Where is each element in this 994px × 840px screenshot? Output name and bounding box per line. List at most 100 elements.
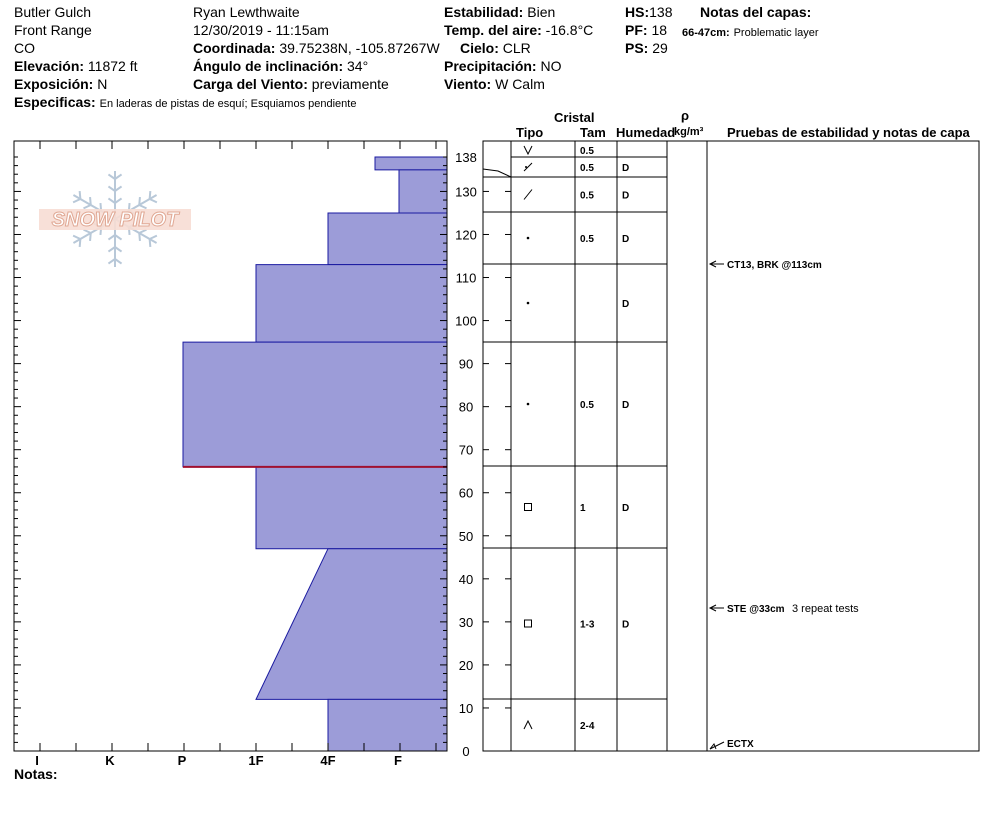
crystal-type-icon xyxy=(523,719,533,730)
stability-value: Bien xyxy=(527,4,556,20)
stability: Estabilidad: Bien xyxy=(444,4,555,20)
aspect: Exposición: N xyxy=(14,76,107,92)
ps: PS: 29 xyxy=(625,40,668,56)
stability-label: Estabilidad: xyxy=(444,4,524,20)
y-tick-label: 138 xyxy=(455,150,477,165)
elevation-label: Elevación: xyxy=(14,58,85,74)
elevation-value: 11872 ft xyxy=(87,58,138,74)
y-tick-label: 120 xyxy=(455,227,477,242)
pf: PF: 18 xyxy=(625,22,667,38)
wind: Viento: W Calm xyxy=(444,76,545,92)
ps-label: PS: xyxy=(625,40,649,56)
y-tick-label: 90 xyxy=(459,357,473,372)
coord-value: 39.75238N, -105.87267W xyxy=(279,40,440,56)
crystal-size-label: 0.5 xyxy=(580,191,594,202)
crystal-type-icon xyxy=(524,503,532,511)
slope-angle: Ángulo de inclinación: 34° xyxy=(193,58,368,74)
hardness-tick-label: 4F xyxy=(320,753,335,768)
y-tick-label: 110 xyxy=(456,271,477,286)
specifics-value: En laderas de pistas de esquí; Esquiamos… xyxy=(99,98,357,110)
hardness-layer xyxy=(255,466,448,550)
hardness-layer xyxy=(374,156,448,171)
pf-label: PF: xyxy=(625,22,648,38)
layer-note: 66-47cm: Problematic layer xyxy=(682,23,819,41)
crystal-type-icon xyxy=(523,162,533,172)
ps-value: 29 xyxy=(652,40,668,56)
moisture-label: D xyxy=(622,234,629,245)
stability-test-note: 3 repeat tests xyxy=(792,603,859,615)
moisture-label: D xyxy=(622,163,629,174)
y-tick-label: 80 xyxy=(459,400,473,415)
moisture-label: D xyxy=(622,400,629,411)
hardness-tick-label: P xyxy=(178,753,187,768)
snowpilot-logo: SNOW PILOT xyxy=(39,171,191,267)
slope-value: 34° xyxy=(347,58,369,74)
crystal-size-label: 1 xyxy=(580,503,586,514)
state: CO xyxy=(14,40,35,56)
sky: Cielo: CLR xyxy=(460,40,531,56)
layer-table-frame xyxy=(482,140,980,752)
y-tick-label: 40 xyxy=(459,572,473,587)
stability-test-marker: ECTX xyxy=(709,739,754,750)
hardness-tick-label: F xyxy=(394,753,402,768)
y-tick-label: 0 xyxy=(462,744,469,759)
crystal-type-icon xyxy=(523,189,533,200)
layer-note-depth: 66-47cm: xyxy=(682,27,730,39)
air-temp: Temp. del aire: -16.8°C xyxy=(444,22,593,38)
precip-label: Precipitación: xyxy=(444,58,537,74)
logo-text: SNOW PILOT xyxy=(52,209,180,231)
crystal-size-label: 0.5 xyxy=(580,163,594,174)
stability-test-label: ECTX xyxy=(727,739,754,750)
aspect-label: Exposición: xyxy=(14,76,94,92)
col-tests: Pruebas de estabilidad y notas de capa xyxy=(727,125,970,140)
hardness-layer xyxy=(398,169,448,214)
y-tick-label: 130 xyxy=(455,184,477,199)
notes-label: Notas: xyxy=(14,766,58,782)
sky-value: CLR xyxy=(502,40,531,56)
precipitation: Precipitación: NO xyxy=(444,58,561,74)
y-tick-label: 10 xyxy=(459,701,473,716)
wind-label: Viento: xyxy=(444,76,492,92)
sky-label: Cielo: xyxy=(460,40,499,56)
crystal-size-label: 2-4 xyxy=(580,721,595,732)
crystal-size-label: 0.5 xyxy=(580,400,594,411)
crystal-type-icon xyxy=(526,402,530,406)
stability-test-label: CT13, BRK @113cm xyxy=(727,260,822,271)
col-moisture: Humedad xyxy=(616,125,676,140)
layer-note-text: Problematic layer xyxy=(733,27,819,39)
hardness-layer xyxy=(255,264,448,343)
wind-load: Carga del Viento: previamente xyxy=(193,76,389,92)
crystal-size-label: 0.5 xyxy=(580,234,594,245)
hardness-tick-label: I xyxy=(35,753,39,768)
stability-test-label: STE @33cm xyxy=(727,604,785,615)
y-tick-label: 30 xyxy=(459,615,473,630)
y-tick-label: 100 xyxy=(455,314,477,329)
hardness-layer xyxy=(327,212,448,266)
elevation: Elevación: 11872 ft xyxy=(14,58,137,74)
pf-value: 18 xyxy=(651,22,668,38)
col-rho: ρ xyxy=(681,108,690,123)
layer-notes-label: Notas del capas: xyxy=(700,4,812,20)
specifics-label: Especificas: xyxy=(14,94,96,110)
y-tick-label: 70 xyxy=(459,443,473,458)
col-crystal: Cristal xyxy=(554,110,595,125)
wind-value: W Calm xyxy=(495,76,545,92)
observer: Ryan Lewthwaite xyxy=(193,4,300,20)
datetime: 12/30/2019 - 11:15am xyxy=(193,22,329,38)
range: Front Range xyxy=(14,22,92,38)
crystal-type-icon xyxy=(526,301,530,305)
coordinates: Coordinada: 39.75238N, -105.87267W xyxy=(193,40,440,56)
y-tick-label: 50 xyxy=(459,529,473,544)
precip-value: NO xyxy=(540,58,562,74)
crystal-size-label: 1-3 xyxy=(580,620,595,631)
airtemp-value: -16.8°C xyxy=(545,22,594,38)
windload-label: Carga del Viento: xyxy=(193,76,308,92)
moisture-label: D xyxy=(622,299,629,310)
hardness-layer xyxy=(327,698,448,752)
specifics: Especificas: En laderas de pistas de esq… xyxy=(14,94,356,112)
crystal-type-icon xyxy=(526,236,530,240)
location: Butler Gulch xyxy=(14,4,92,20)
hardness-layer xyxy=(182,341,448,468)
hardness-layer xyxy=(255,548,448,700)
